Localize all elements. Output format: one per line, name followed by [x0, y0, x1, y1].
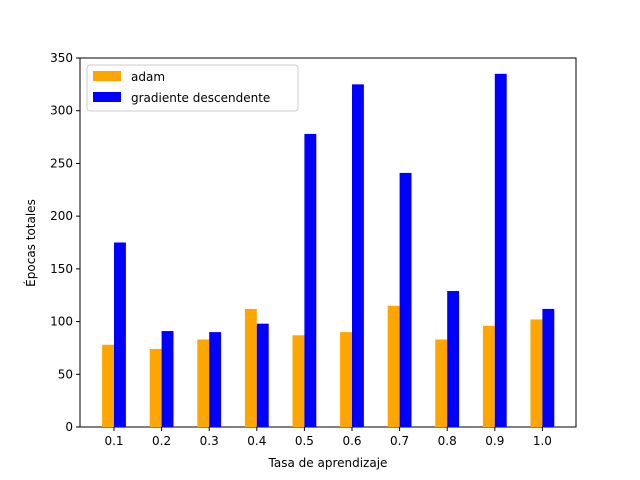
x-tick-label: 0.5 — [295, 434, 314, 448]
x-tick-label: 0.7 — [390, 434, 409, 448]
bar-gradiente-1.0 — [542, 308, 555, 427]
legend-label-adam: adam — [131, 70, 165, 84]
bar-adam-1.0 — [530, 319, 543, 427]
legend-box — [86, 64, 299, 112]
bars-group — [102, 73, 555, 428]
y-tick-label: 0 — [65, 420, 73, 434]
x-tick-label: 0.4 — [247, 434, 266, 448]
bar-adam-0.3 — [197, 339, 210, 427]
y-tick-label: 300 — [50, 104, 73, 118]
legend-label-gradiente: gradiente descendente — [131, 91, 270, 105]
bar-adam-0.1 — [102, 344, 114, 427]
bar-adam-0.8 — [435, 339, 448, 427]
x-tick-label: 0.6 — [342, 434, 361, 448]
bar-adam-0.2 — [149, 348, 162, 427]
y-axis-label: Épocas totales — [23, 199, 38, 287]
bar-gradiente-0.5 — [304, 133, 317, 427]
bar-adam-0.6 — [340, 332, 352, 427]
x-axis: 0.1 0.2 0.3 0.4 0.5 0.6 0.7 0.8 0.9 1.0 — [104, 427, 552, 448]
x-axis-label: Tasa de aprendizaje — [268, 456, 388, 470]
x-tick-label: 0.3 — [200, 434, 219, 448]
bar-gradiente-0.4 — [256, 323, 269, 427]
y-tick-label: 350 — [50, 51, 73, 65]
x-tick-label: 1.0 — [533, 434, 552, 448]
y-tick-label: 100 — [50, 315, 73, 329]
bar-gradiente-0.6 — [352, 84, 364, 428]
bar-gradiente-0.9 — [494, 73, 507, 427]
x-tick-label: 0.9 — [485, 434, 504, 448]
bar-adam-0.5 — [292, 335, 305, 427]
x-tick-label: 0.8 — [438, 434, 457, 448]
bar-gradiente-0.7 — [399, 172, 412, 427]
x-tick-label: 0.2 — [152, 434, 171, 448]
bar-adam-0.7 — [387, 305, 400, 427]
bar-adam-0.4 — [244, 308, 257, 427]
legend: adam gradiente descendente — [86, 64, 299, 112]
bar-gradiente-0.1 — [114, 242, 126, 427]
plot-area — [79, 57, 577, 428]
bar-gradiente-0.3 — [209, 332, 222, 427]
y-tick-label: 150 — [50, 262, 73, 276]
y-tick-label: 50 — [58, 367, 73, 381]
bar-gradiente-0.8 — [447, 291, 460, 427]
legend-swatch-adam — [93, 71, 121, 81]
x-tick-label: 0.1 — [104, 434, 123, 448]
y-axis: 0 50 100 150 200 250 300 350 — [50, 51, 80, 434]
plot-frame — [79, 57, 577, 428]
bar-adam-0.9 — [482, 325, 495, 427]
legend-swatch-gradiente — [93, 92, 121, 102]
y-tick-label: 200 — [50, 209, 73, 223]
y-tick-label: 250 — [50, 156, 73, 170]
bar-gradiente-0.2 — [161, 331, 174, 427]
